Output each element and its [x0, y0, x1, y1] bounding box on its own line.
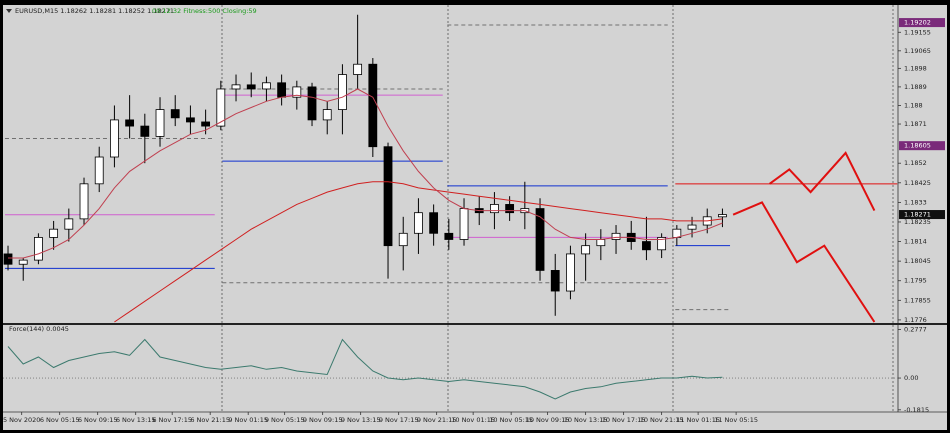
price-label-box — [899, 210, 945, 220]
y-tick-label: 1.18045 — [904, 257, 931, 265]
indicator-title: Force(144) 0.0045 — [9, 325, 69, 333]
candle-body — [34, 237, 43, 261]
candle-body — [611, 232, 621, 240]
projection-line — [732, 201, 876, 323]
candle-body — [307, 86, 317, 121]
candle-body — [459, 208, 469, 240]
y-tick-label: 1.188 — [904, 101, 923, 109]
y-tick-label: 1.1871 — [904, 120, 927, 128]
candle-body — [353, 63, 363, 75]
y-tick-label: 1.19155 — [904, 28, 931, 36]
x-tick-label: 9 Nov 17:15 — [379, 416, 419, 424]
x-tick-label: 10 Nov 17:15 — [602, 416, 646, 424]
moving-average — [8, 88, 723, 259]
price-label: 1.18605 — [904, 142, 931, 150]
y-tick-label: 1.17855 — [904, 296, 931, 304]
candle-body — [322, 109, 332, 121]
price-label: 1.18271 — [904, 211, 931, 219]
y-tick-label: 1.1814 — [904, 238, 927, 246]
candle-body — [94, 156, 104, 185]
y-tick-label: 1.19065 — [904, 47, 931, 55]
candle-body — [262, 82, 271, 90]
candle-body — [277, 82, 287, 98]
x-tick-label: 6 Nov 17:15 — [152, 416, 192, 424]
candle-body — [581, 245, 591, 255]
candle-body — [246, 84, 256, 90]
x-tick-label: 11 Nov 05:15 — [714, 416, 758, 424]
candle-body — [490, 204, 499, 214]
y-tick-label: 1.1889 — [904, 83, 927, 91]
price-label: 1.19202 — [904, 19, 931, 27]
candle-body — [718, 214, 727, 218]
candle-body — [429, 212, 439, 234]
candle-body — [155, 109, 165, 137]
chart-background — [3, 5, 947, 430]
candle-body — [596, 239, 606, 247]
projection-line — [769, 151, 876, 212]
candle-body — [216, 88, 226, 127]
candle-body — [550, 270, 560, 292]
candle-body — [64, 218, 74, 230]
candle-body — [505, 204, 515, 214]
candle-body — [110, 119, 119, 158]
candle-body — [444, 232, 454, 240]
y-tick-label: 1.1898 — [904, 64, 927, 72]
x-tick-label: 5 Nov 2020 — [3, 416, 41, 424]
x-tick-label: 9 Nov 13:15 — [341, 416, 381, 424]
candle-body — [368, 63, 378, 148]
y-tick-label: -0.1815 — [904, 406, 929, 414]
x-tick-label: 10 Nov 13:15 — [564, 416, 608, 424]
candle-body — [566, 253, 575, 292]
y-tick-label: 1.1852 — [904, 159, 927, 167]
candle-body — [79, 183, 89, 220]
y-tick-label: 1.1795 — [904, 277, 927, 285]
candle-body — [140, 125, 150, 137]
status-text: 00:12:32 Fitness:500 Closing:59 — [152, 7, 257, 15]
candle-body — [231, 84, 241, 90]
candle-body — [338, 74, 347, 110]
y-tick-label: 1.18235 — [904, 218, 931, 226]
candle-body — [383, 146, 393, 247]
candle-body — [18, 259, 28, 265]
candle-body — [642, 241, 651, 251]
y-tick-label: 1.1833 — [904, 198, 927, 206]
candle-body — [535, 208, 545, 271]
y-tick-label: 0.00 — [904, 374, 918, 382]
price-label-box — [899, 18, 945, 28]
symbol-header: EURUSD,M15 1.18262 1.18281 1.18252 1.182… — [15, 7, 174, 15]
candle-body — [292, 86, 302, 98]
candle-body — [398, 232, 408, 247]
x-tick-label: 6 Nov 05:15 — [40, 416, 80, 424]
indicator-line — [7, 338, 723, 400]
price-label-box — [899, 141, 945, 151]
x-tick-label: 11 Nov 01:15 — [676, 416, 720, 424]
x-tick-label: 9 Nov 01:15 — [228, 416, 268, 424]
x-tick-label: 10 Nov 09:15 — [526, 416, 570, 424]
candle-body — [201, 121, 211, 127]
candle-body — [49, 228, 59, 238]
x-tick-label: 9 Nov 09:15 — [303, 416, 343, 424]
candle-body — [687, 224, 697, 230]
y-tick-label: 1.18425 — [904, 179, 931, 187]
candle-body — [3, 253, 13, 265]
x-tick-label: 10 Nov 21:15 — [640, 416, 684, 424]
x-tick-label: 6 Nov 21:15 — [190, 416, 230, 424]
candle-body — [657, 237, 667, 251]
moving-average — [114, 181, 723, 323]
candle-body — [414, 212, 423, 234]
x-tick-label: 10 Nov 05:15 — [489, 416, 533, 424]
candle-body — [170, 109, 180, 119]
x-tick-label: 9 Nov 05:15 — [265, 416, 305, 424]
y-tick-label: 1.1776 — [904, 316, 927, 324]
x-tick-label: 9 Nov 21:15 — [417, 416, 457, 424]
candle-body — [125, 119, 135, 127]
x-tick-label: 6 Nov 13:15 — [116, 416, 156, 424]
candle-body — [186, 117, 195, 123]
menu-arrow[interactable] — [6, 9, 12, 13]
y-tick-label: 0.2777 — [904, 325, 927, 333]
x-tick-label: 10 Nov 01:15 — [451, 416, 495, 424]
x-tick-label: 6 Nov 09:15 — [78, 416, 118, 424]
